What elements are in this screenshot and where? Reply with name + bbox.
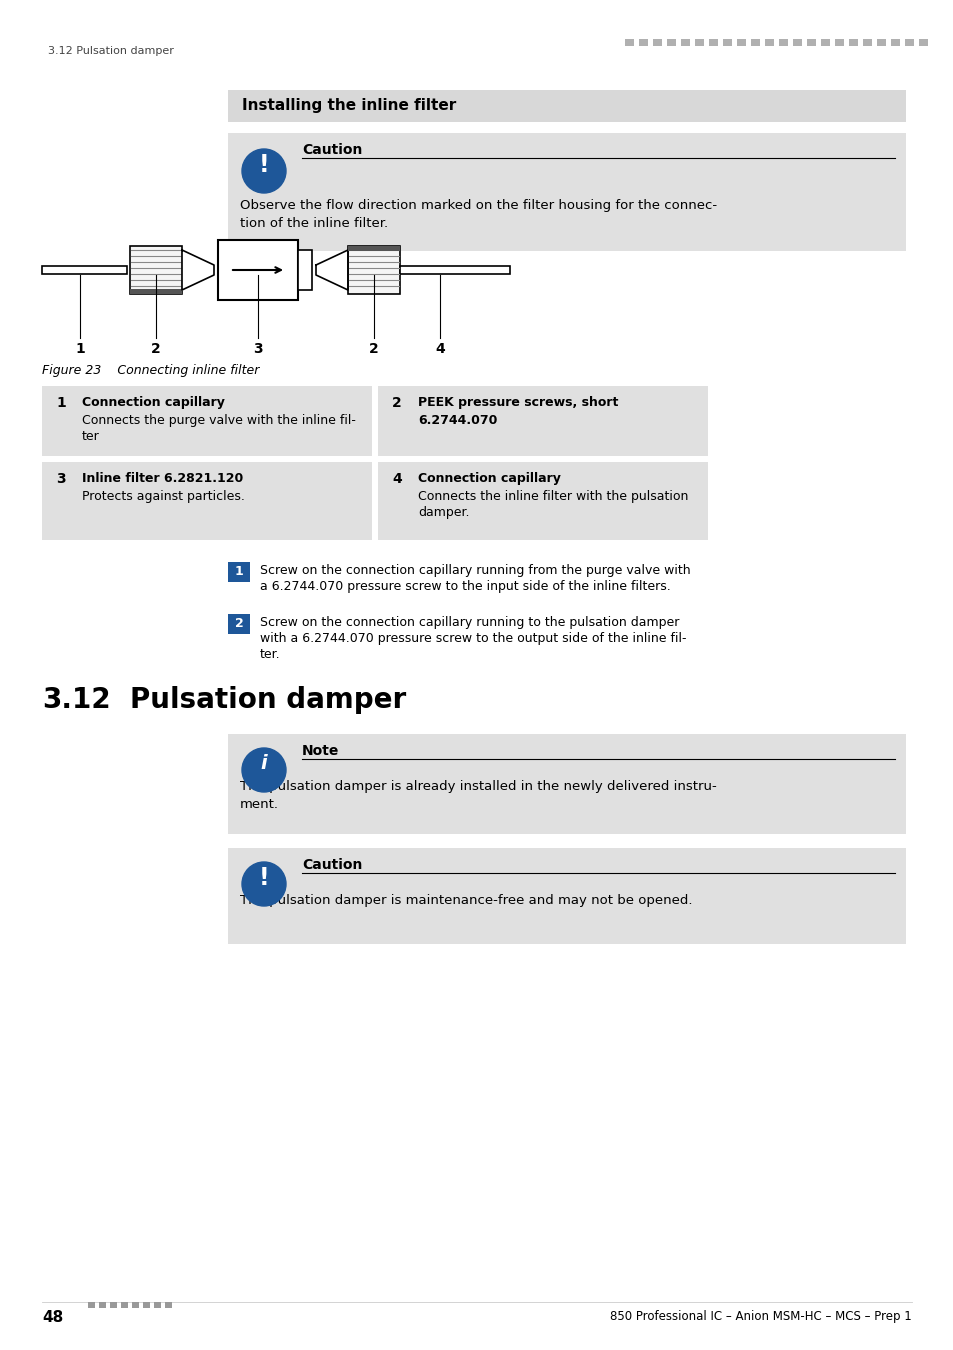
Bar [228,134,905,251]
Bar [99,1301,106,1308]
Text: ter: ter [82,431,100,443]
Text: a 6.2744.070 pressure screw to the input side of the inline filters.: a 6.2744.070 pressure screw to the input… [260,580,670,593]
Bar [695,39,703,46]
Text: Installing the inline filter: Installing the inline filter [242,99,456,113]
Text: Pulsation damper: Pulsation damper [130,686,406,714]
Bar [228,614,250,634]
Bar [890,39,899,46]
Bar [764,39,773,46]
Text: Observe the flow direction marked on the filter housing for the connec-: Observe the flow direction marked on the… [240,198,717,212]
Bar [639,39,647,46]
Text: Connects the purge valve with the inline fil-: Connects the purge valve with the inline… [82,414,355,427]
Text: 2: 2 [151,342,161,356]
Polygon shape [315,250,348,290]
Bar [722,39,731,46]
Text: 1: 1 [56,396,66,410]
Bar [377,462,707,540]
Bar [652,39,661,46]
Bar [708,39,718,46]
Bar [218,240,297,300]
Text: 1: 1 [75,342,85,356]
Text: with a 6.2744.070 pressure screw to the output side of the inline fil-: with a 6.2744.070 pressure screw to the … [260,632,686,645]
Text: 3: 3 [56,472,66,486]
Text: 4: 4 [435,342,444,356]
Bar [834,39,843,46]
Text: 4: 4 [392,472,401,486]
Text: The pulsation damper is maintenance-free and may not be opened.: The pulsation damper is maintenance-free… [240,894,692,907]
Text: ment.: ment. [240,798,278,811]
Bar [165,1301,172,1308]
Text: Protects against particles.: Protects against particles. [82,490,245,504]
Bar [228,562,250,582]
Text: tion of the inline filter.: tion of the inline filter. [240,217,388,230]
Bar [904,39,913,46]
Bar [876,39,885,46]
Bar [750,39,760,46]
Text: Connection capillary: Connection capillary [82,396,225,409]
Bar [130,289,182,294]
Text: Caution: Caution [302,859,362,872]
Bar [110,1301,117,1308]
Text: 1: 1 [234,566,243,578]
Bar [153,1301,161,1308]
Text: !: ! [258,865,269,890]
Text: Screw on the connection capillary running from the purge valve with: Screw on the connection capillary runnin… [260,564,690,576]
Bar [143,1301,150,1308]
Circle shape [242,863,286,906]
Polygon shape [182,250,213,290]
Bar [228,848,905,944]
Bar [348,246,399,294]
Text: !: ! [258,153,269,177]
Circle shape [242,148,286,193]
Text: 2: 2 [392,396,401,410]
Text: 850 Professional IC – Anion MSM-HC – MCS – Prep 1: 850 Professional IC – Anion MSM-HC – MCS… [610,1310,911,1323]
Text: i: i [260,755,267,774]
Text: Connects the inline filter with the pulsation: Connects the inline filter with the puls… [417,490,688,504]
Text: damper.: damper. [417,506,469,518]
Bar [377,386,707,456]
Text: 3: 3 [253,342,262,356]
Text: 3.12 Pulsation damper: 3.12 Pulsation damper [48,46,173,55]
Bar [132,1301,139,1308]
Text: 6.2744.070: 6.2744.070 [417,414,497,427]
Bar [399,266,510,274]
Text: 48: 48 [42,1310,63,1324]
Text: Inline filter 6.2821.120: Inline filter 6.2821.120 [82,472,243,485]
Bar [779,39,787,46]
Text: Figure 23    Connecting inline filter: Figure 23 Connecting inline filter [42,364,259,377]
Bar [680,39,689,46]
Text: ter.: ter. [260,648,280,662]
Bar [806,39,815,46]
Bar [737,39,745,46]
Bar [88,1301,95,1308]
Bar [821,39,829,46]
Bar [42,266,127,274]
Bar [42,462,372,540]
Text: Screw on the connection capillary running to the pulsation damper: Screw on the connection capillary runnin… [260,616,679,629]
Text: 2: 2 [234,617,243,630]
Bar [348,246,399,251]
Text: 3.12: 3.12 [42,686,111,714]
Bar [792,39,801,46]
Bar [42,386,372,456]
Bar [918,39,927,46]
Bar [228,734,905,834]
Text: Caution: Caution [302,143,362,157]
Bar [130,246,182,294]
Bar [228,90,905,122]
Text: The pulsation damper is already installed in the newly delivered instru-: The pulsation damper is already installe… [240,780,716,792]
Bar [862,39,871,46]
Bar [666,39,676,46]
Text: 2: 2 [369,342,378,356]
Circle shape [242,748,286,792]
Bar [297,250,312,290]
Text: PEEK pressure screws, short: PEEK pressure screws, short [417,396,618,409]
Bar [624,39,634,46]
Text: Note: Note [302,744,339,757]
Bar [848,39,857,46]
Bar [121,1301,128,1308]
Text: Connection capillary: Connection capillary [417,472,560,485]
